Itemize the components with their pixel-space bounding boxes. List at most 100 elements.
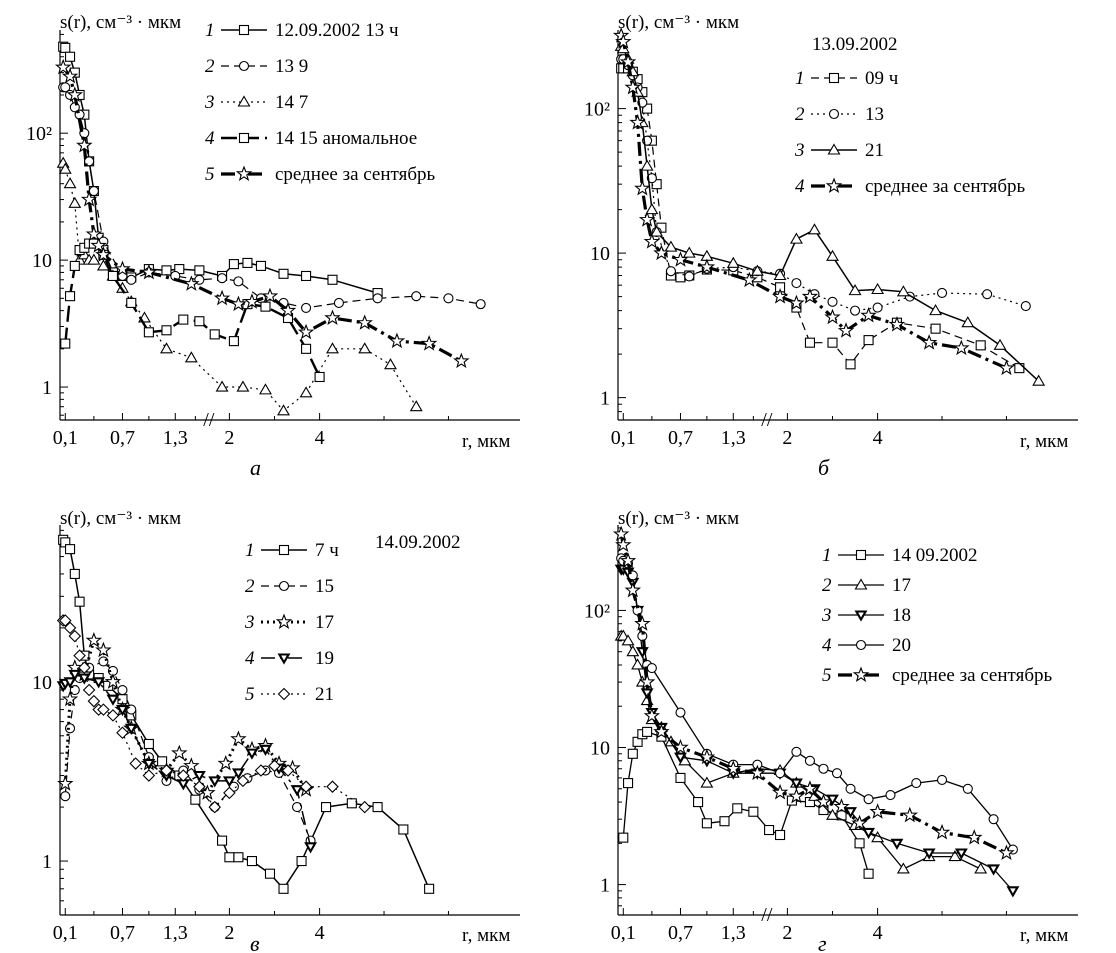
data-point (775, 829, 786, 841)
data-point (129, 757, 142, 770)
legend-marker (277, 687, 291, 701)
legend-label: 20 (892, 635, 911, 656)
data-point (635, 180, 650, 195)
data-point (675, 707, 686, 718)
data-point (1006, 886, 1019, 897)
data-point (665, 266, 676, 277)
data-point (216, 380, 229, 392)
legend-marker (237, 95, 251, 107)
data-point (921, 335, 937, 349)
data-point (161, 265, 172, 276)
data-point (645, 203, 658, 215)
data-point (246, 855, 258, 867)
x-tick-label: 2 (224, 427, 234, 449)
legend-label: 14 09.2002 (892, 545, 978, 566)
data-point (64, 544, 76, 555)
data-point (233, 276, 244, 287)
data-point (790, 233, 803, 244)
series-line-5 (61, 66, 463, 363)
data-point (326, 342, 339, 354)
data-point (264, 868, 276, 879)
data-point (962, 783, 973, 794)
data-point (224, 852, 235, 863)
data-point (861, 307, 876, 322)
data-point (218, 755, 233, 770)
data-point (320, 802, 332, 813)
x-tick-label: 2 (224, 922, 234, 944)
data-point (646, 662, 657, 674)
data-point (88, 186, 99, 197)
data-point (934, 824, 950, 839)
legend-label: среднее за сентябрь (892, 665, 1052, 686)
legend-number: 3 (821, 605, 832, 626)
x-tick-label: 0,7 (110, 922, 135, 944)
data-point (278, 268, 289, 279)
data-point (641, 688, 654, 700)
data-point (178, 314, 189, 325)
legend-marker (828, 72, 840, 84)
data-point (69, 568, 80, 579)
data-point (863, 868, 874, 879)
series-line-3 (621, 568, 1014, 892)
data-point (854, 838, 865, 849)
data-point (863, 794, 874, 805)
legend-number: 4 (822, 635, 832, 656)
data-point (63, 177, 77, 189)
data-point (214, 290, 230, 305)
y-tick-label: 1 (600, 875, 610, 897)
data-point (190, 794, 201, 805)
legend-label: 15 (315, 576, 334, 597)
legend-label: 21 (315, 684, 334, 705)
x-tick-label: 0,1 (611, 922, 636, 944)
data-point (911, 778, 922, 789)
data-point (988, 814, 999, 825)
data-point (693, 797, 704, 808)
data-point (157, 756, 168, 767)
data-point (885, 789, 896, 801)
series-line-4 (619, 35, 1008, 370)
data-point (827, 337, 838, 348)
data-point (966, 830, 982, 844)
data-point (107, 270, 118, 282)
legend-number: 1 (245, 540, 255, 561)
data-point (618, 832, 629, 843)
data-point (358, 342, 371, 354)
data-point (126, 704, 137, 715)
data-point (999, 360, 1014, 375)
legend-number: 5 (245, 684, 255, 705)
legend-number: 4 (795, 176, 805, 197)
data-point (863, 335, 874, 346)
data-point (160, 342, 173, 354)
data-point (60, 791, 71, 802)
data-point (936, 774, 948, 785)
legend-number: 1 (205, 20, 215, 41)
x-axis-label-c: r, мкм (462, 925, 510, 946)
x-tick-label: 4 (873, 922, 883, 944)
legend-header-b: 13.09.2002 (812, 34, 898, 55)
x-tick-label: 0,1 (53, 427, 78, 449)
data-point (862, 827, 875, 839)
y-tick-label: 10² (26, 123, 52, 145)
data-point (194, 316, 205, 327)
data-point (982, 289, 993, 300)
legend-marker (828, 108, 840, 120)
legend-label: среднее за сентябрь (865, 176, 1025, 197)
data-point (106, 694, 119, 706)
y-tick-label: 10 (32, 250, 52, 272)
data-point (424, 883, 435, 894)
series-line-1 (621, 67, 1020, 369)
data-point (260, 301, 271, 312)
legend-label: 18 (892, 605, 911, 626)
data-point (301, 343, 312, 354)
data-point (675, 272, 686, 283)
data-point (808, 223, 821, 235)
y-tick-label: 10² (584, 600, 610, 622)
legend-marker (238, 24, 250, 36)
legend-header-c: 14.09.2002 (375, 532, 461, 553)
x-tick-label: 0,7 (668, 427, 693, 449)
legend-number: 5 (822, 665, 832, 686)
data-point (622, 778, 634, 789)
y-tick-label: 1 (42, 377, 52, 399)
legend-marker (238, 60, 250, 72)
